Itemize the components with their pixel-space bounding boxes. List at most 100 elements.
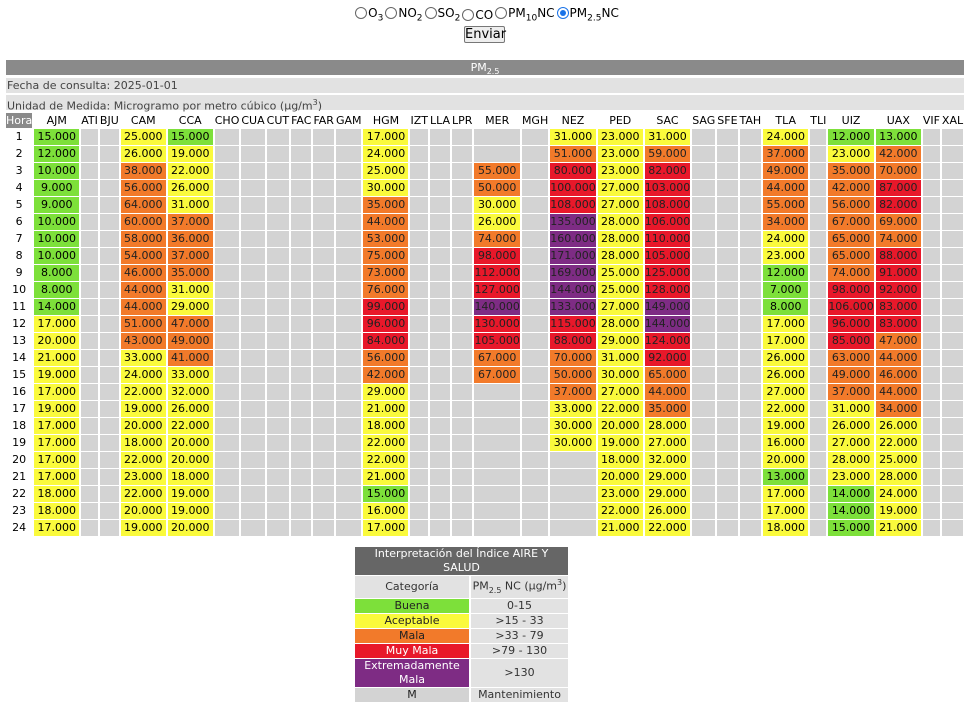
- radio-button[interactable]: [355, 7, 368, 19]
- value-cell: 23.000: [763, 248, 809, 265]
- radio-button[interactable]: [556, 7, 569, 19]
- radio-label-sub: 3: [377, 13, 384, 24]
- radio-label[interactable]: NO2: [398, 6, 422, 23]
- value-cell: [335, 418, 362, 435]
- radio-option[interactable]: SO2: [423, 6, 461, 23]
- value-cell: 29.000: [644, 469, 691, 486]
- radio-button[interactable]: [385, 7, 398, 19]
- table-row: 4 9.000 56.000 26.000 30.000 50.000 100.000 27.…: [6, 180, 964, 197]
- station-header-sac: SAC: [644, 113, 691, 129]
- value-cell: [429, 333, 451, 350]
- value-cell: [99, 129, 119, 146]
- value-cell: 160.000: [550, 231, 596, 248]
- station-header-bju: BJU: [99, 113, 119, 129]
- value-cell: [810, 452, 827, 469]
- value-cell: [313, 197, 334, 214]
- value-cell: 49.000: [828, 367, 874, 384]
- value-cell: 22.000: [120, 452, 166, 469]
- value-cell: 14.000: [828, 503, 874, 520]
- value-cell: [335, 486, 362, 503]
- hour-cell: 2: [6, 146, 33, 163]
- value-cell: 20.000: [167, 452, 213, 469]
- radio-label[interactable]: CO: [475, 8, 493, 22]
- value-cell: 70.000: [875, 163, 921, 180]
- value-cell: [214, 418, 240, 435]
- value-cell: [241, 282, 265, 299]
- value-cell: [692, 520, 716, 537]
- legend-category: Buena: [355, 598, 469, 613]
- station-header-tli: TLI: [810, 113, 827, 129]
- value-cell: 8.000: [763, 299, 809, 316]
- value-cell: 88.000: [875, 248, 921, 265]
- value-cell: [810, 282, 827, 299]
- table-row: 9 8.000 46.000 35.000 73.000 112.000 169.000 25…: [6, 265, 964, 282]
- value-cell: 17.000: [34, 469, 80, 486]
- hour-cell: 4: [6, 180, 33, 197]
- value-cell: [410, 333, 428, 350]
- value-cell: [429, 435, 451, 452]
- value-cell: [99, 452, 119, 469]
- value-cell: [313, 265, 334, 282]
- value-cell: 20.000: [597, 418, 643, 435]
- value-cell: [739, 503, 762, 520]
- value-cell: [717, 418, 738, 435]
- hour-cell: 8: [6, 248, 33, 265]
- value-cell: 31.000: [828, 401, 874, 418]
- value-cell: [810, 180, 827, 197]
- value-cell: [335, 350, 362, 367]
- value-cell: [81, 163, 98, 180]
- value-cell: [410, 401, 428, 418]
- value-cell: 35.000: [167, 265, 213, 282]
- radio-button[interactable]: [424, 7, 437, 19]
- value-cell: [266, 231, 290, 248]
- value-cell: [922, 197, 940, 214]
- radio-label[interactable]: SO2: [438, 6, 461, 23]
- value-cell: [241, 367, 265, 384]
- station-header-tah: TAH: [739, 113, 762, 129]
- value-cell: [241, 350, 265, 367]
- radio-option[interactable]: O3: [353, 6, 383, 23]
- radio-option[interactable]: PM10NC: [493, 6, 555, 23]
- radio-option[interactable]: CO: [460, 8, 493, 22]
- value-cell: [214, 520, 240, 537]
- radio-button[interactable]: [462, 8, 475, 21]
- value-cell: [291, 214, 312, 231]
- value-cell: [452, 214, 473, 231]
- value-cell: 27.000: [597, 384, 643, 401]
- value-cell: [241, 452, 265, 469]
- radio-option[interactable]: NO2: [383, 6, 423, 23]
- value-cell: 28.000: [597, 231, 643, 248]
- table-header-row: Hora AJM ATI BJU CAM CCA CHO CUA CUT FAC FAR GAM HGM…: [6, 113, 964, 129]
- value-cell: [429, 520, 451, 537]
- value-cell: [692, 316, 716, 333]
- value-cell: 60.000: [120, 214, 166, 231]
- value-cell: 21.000: [875, 520, 921, 537]
- value-cell: 19.000: [875, 503, 921, 520]
- value-cell: [429, 299, 451, 316]
- value-cell: [941, 265, 964, 282]
- submit-button[interactable]: Enviar: [464, 26, 507, 43]
- value-cell: [452, 248, 473, 265]
- value-cell: [410, 248, 428, 265]
- radio-label[interactable]: PM2.5NC: [570, 6, 619, 23]
- value-cell: [291, 350, 312, 367]
- value-cell: 17.000: [34, 452, 80, 469]
- value-cell: [429, 265, 451, 282]
- value-cell: [81, 299, 98, 316]
- value-cell: [81, 282, 98, 299]
- radio-label-text: PM: [508, 6, 526, 20]
- value-cell: 56.000: [120, 180, 166, 197]
- value-cell: 58.000: [120, 231, 166, 248]
- value-cell: 27.000: [828, 435, 874, 452]
- station-header-cut: CUT: [266, 113, 290, 129]
- radio-label[interactable]: O3: [368, 6, 384, 24]
- radio-label[interactable]: PM10NC: [508, 6, 554, 23]
- value-cell: [335, 316, 362, 333]
- radio-label-text: CO: [475, 7, 494, 22]
- value-cell: [266, 520, 290, 537]
- radio-option[interactable]: PM2.5NC: [555, 6, 619, 23]
- value-cell: 38.000: [120, 163, 166, 180]
- value-cell: [291, 180, 312, 197]
- value-cell: [810, 146, 827, 163]
- radio-button[interactable]: [495, 7, 508, 19]
